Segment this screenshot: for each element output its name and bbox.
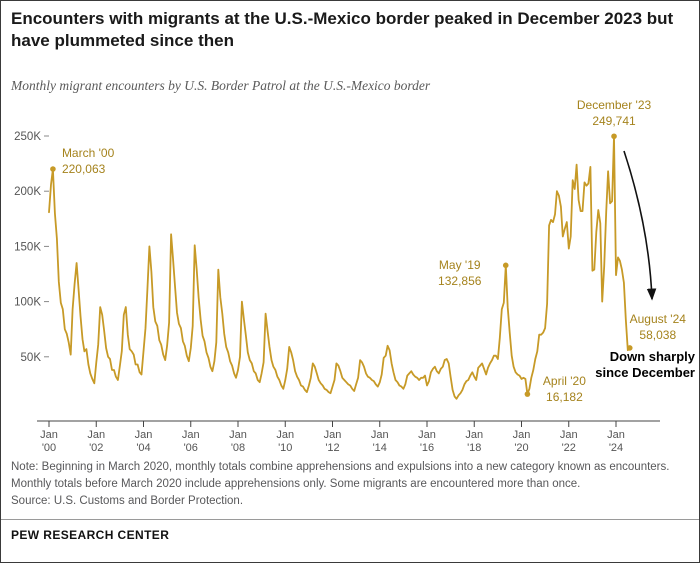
svg-text:100K: 100K (14, 297, 41, 309)
note-text: Note: Beginning in March 2020, monthly t… (11, 461, 670, 490)
svg-text:'20: '20 (514, 442, 528, 454)
svg-text:May '19: May '19 (439, 258, 481, 272)
svg-text:Jan: Jan (607, 429, 625, 441)
svg-text:since December: since December (595, 365, 695, 380)
svg-text:'04: '04 (136, 442, 150, 454)
svg-text:'14: '14 (373, 442, 387, 454)
svg-text:'16: '16 (420, 442, 434, 454)
svg-text:Jan: Jan (276, 429, 294, 441)
brand-footer: PEW RESEARCH CENTER (11, 528, 170, 542)
source-text: Source: U.S. Customs and Border Protecti… (11, 494, 244, 507)
svg-text:250K: 250K (14, 131, 41, 143)
svg-text:'22: '22 (562, 442, 576, 454)
svg-text:16,182: 16,182 (546, 390, 583, 404)
svg-text:'18: '18 (467, 442, 481, 454)
footer-divider (1, 519, 699, 520)
svg-text:'24: '24 (609, 442, 623, 454)
svg-text:December '23: December '23 (577, 99, 652, 112)
footnote-block: Note: Beginning in March 2020, monthly t… (11, 459, 693, 510)
svg-text:'02: '02 (89, 442, 103, 454)
svg-text:Jan: Jan (87, 429, 105, 441)
svg-text:132,856: 132,856 (438, 274, 482, 288)
svg-text:March '00: March '00 (62, 146, 115, 160)
page-title: Encounters with migrants at the U.S.-Mex… (11, 9, 674, 51)
svg-text:Jan: Jan (465, 429, 483, 441)
svg-text:Jan: Jan (182, 429, 200, 441)
svg-text:Jan: Jan (513, 429, 531, 441)
svg-text:220,063: 220,063 (62, 162, 106, 176)
svg-text:Jan: Jan (560, 429, 578, 441)
svg-text:150K: 150K (14, 241, 41, 253)
svg-text:Jan: Jan (371, 429, 389, 441)
line-chart: Jan'00Jan'02Jan'04Jan'06Jan'08Jan'10Jan'… (14, 99, 696, 454)
svg-text:Jan: Jan (40, 429, 58, 441)
svg-text:200K: 200K (14, 186, 41, 198)
svg-text:Jan: Jan (135, 429, 153, 441)
svg-text:'10: '10 (278, 442, 292, 454)
svg-text:Jan: Jan (418, 429, 436, 441)
svg-text:'06: '06 (184, 442, 198, 454)
svg-text:249,741: 249,741 (592, 114, 636, 128)
svg-text:'12: '12 (325, 442, 339, 454)
svg-text:'08: '08 (231, 442, 245, 454)
svg-text:August '24: August '24 (630, 312, 687, 326)
svg-text:58,038: 58,038 (639, 328, 676, 342)
svg-text:Jan: Jan (229, 429, 247, 441)
svg-text:50K: 50K (21, 352, 42, 364)
svg-text:'00: '00 (42, 442, 56, 454)
svg-text:April '20: April '20 (543, 374, 586, 388)
svg-text:Jan: Jan (324, 429, 342, 441)
chart-subtitle: Monthly migrant encounters by U.S. Borde… (11, 78, 431, 93)
svg-text:Down sharply: Down sharply (610, 349, 696, 364)
